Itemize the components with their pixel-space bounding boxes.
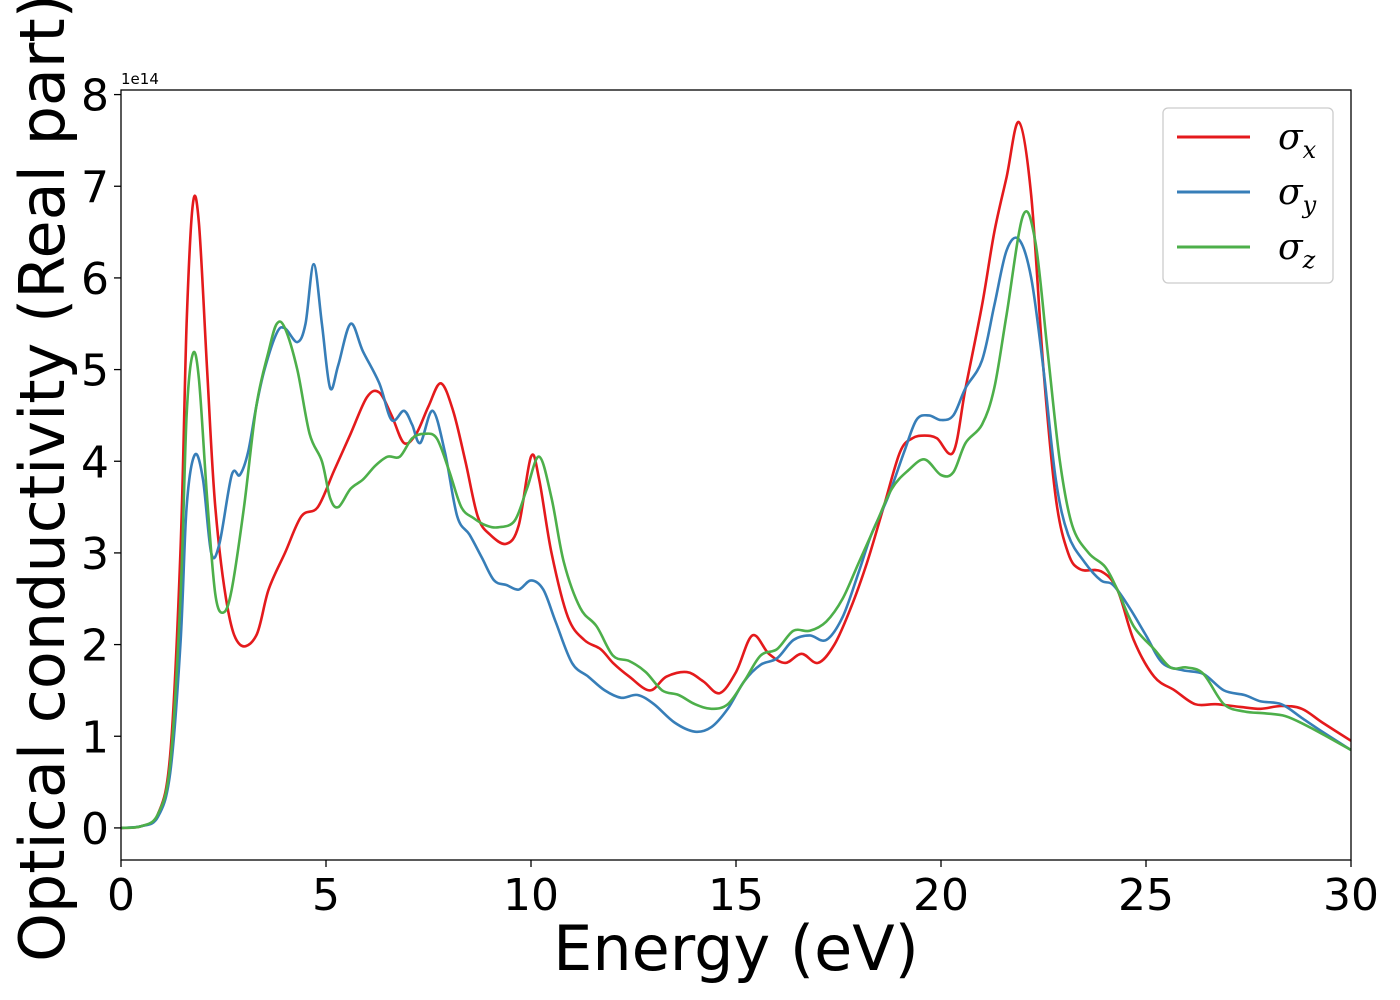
series-layer (121, 120, 1351, 830)
y-tick-label: 1 (81, 712, 109, 763)
legend-box (1162, 107, 1334, 284)
y-axis-title: Optical conductivity (Real part) (6, 0, 79, 962)
x-tick-label: 30 (1323, 870, 1379, 921)
x-axis-ticks: 0 5 10 15 20 25 30 (107, 860, 1379, 921)
y-offset-label: 1e14 (121, 70, 159, 88)
y-tick-label: 6 (81, 254, 109, 305)
legend-label-z: σz (1278, 227, 1316, 274)
legend-label-x: σx (1278, 117, 1317, 164)
x-tick-label: 10 (503, 870, 559, 921)
y-tick-label: 3 (81, 529, 109, 580)
x-axis-title: Energy (eV) (553, 912, 919, 985)
x-tick-label: 15 (708, 870, 764, 921)
y-tick-label: 2 (81, 621, 109, 672)
y-tick-label: 5 (81, 346, 109, 397)
legend: σx σy σz (1162, 107, 1334, 284)
y-tick-label: 7 (81, 162, 109, 213)
y-tick-label: 8 (81, 71, 109, 122)
x-tick-label: 0 (107, 870, 135, 921)
series-line-z (121, 209, 1351, 830)
legend-label-y: σy (1278, 172, 1317, 219)
y-tick-label: 4 (81, 437, 109, 488)
y-axis-ticks: 0 1 2 3 4 5 6 7 8 (81, 71, 121, 855)
y-tick-label: 0 (81, 804, 109, 855)
x-tick-label: 5 (312, 870, 340, 921)
series-line-x (121, 120, 1351, 830)
x-tick-label: 20 (913, 870, 969, 921)
x-tick-label: 25 (1118, 870, 1174, 921)
